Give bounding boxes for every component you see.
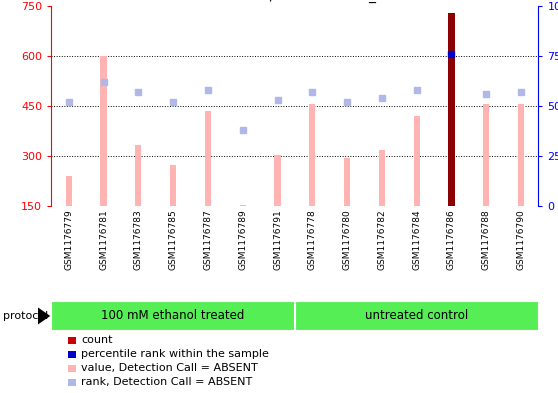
- Bar: [295, 301, 538, 331]
- Bar: [68, 365, 76, 372]
- Bar: [68, 379, 76, 386]
- Text: rank, Detection Call = ABSENT: rank, Detection Call = ABSENT: [81, 377, 252, 387]
- Text: GSM1176789: GSM1176789: [238, 209, 247, 270]
- Text: GSM1176791: GSM1176791: [273, 209, 282, 270]
- Title: GDS5082 / Dr.6398.1.S1_at: GDS5082 / Dr.6398.1.S1_at: [200, 0, 390, 4]
- Text: GSM1176781: GSM1176781: [99, 209, 108, 270]
- Bar: [448, 13, 455, 206]
- Bar: [100, 56, 107, 206]
- Bar: [66, 176, 72, 206]
- Text: 100 mM ethanol treated: 100 mM ethanol treated: [102, 309, 245, 322]
- Text: GSM1176782: GSM1176782: [377, 209, 386, 270]
- Bar: [344, 158, 350, 206]
- Text: GSM1176783: GSM1176783: [134, 209, 143, 270]
- Text: GSM1176788: GSM1176788: [482, 209, 491, 270]
- Bar: [413, 116, 420, 206]
- Text: GSM1176785: GSM1176785: [169, 209, 177, 270]
- Text: GSM1176786: GSM1176786: [447, 209, 456, 270]
- Text: GSM1176784: GSM1176784: [412, 209, 421, 270]
- Bar: [205, 111, 211, 206]
- Bar: [309, 105, 315, 206]
- Bar: [51, 301, 295, 331]
- Text: protocol: protocol: [3, 311, 48, 321]
- Text: untreated control: untreated control: [365, 309, 468, 322]
- Text: value, Detection Call = ABSENT: value, Detection Call = ABSENT: [81, 363, 258, 373]
- Text: GSM1176779: GSM1176779: [64, 209, 73, 270]
- Bar: [135, 145, 142, 206]
- Text: percentile rank within the sample: percentile rank within the sample: [81, 349, 269, 359]
- Bar: [68, 337, 76, 344]
- Text: GSM1176787: GSM1176787: [204, 209, 213, 270]
- Text: count: count: [81, 335, 112, 345]
- Bar: [275, 154, 281, 206]
- Bar: [68, 351, 76, 358]
- Text: GSM1176790: GSM1176790: [517, 209, 526, 270]
- Text: GSM1176780: GSM1176780: [343, 209, 352, 270]
- Polygon shape: [38, 307, 50, 325]
- Text: GSM1176778: GSM1176778: [308, 209, 317, 270]
- Bar: [239, 205, 246, 206]
- Bar: [170, 165, 176, 206]
- Bar: [379, 149, 385, 206]
- Bar: [518, 105, 524, 206]
- Bar: [483, 105, 489, 206]
